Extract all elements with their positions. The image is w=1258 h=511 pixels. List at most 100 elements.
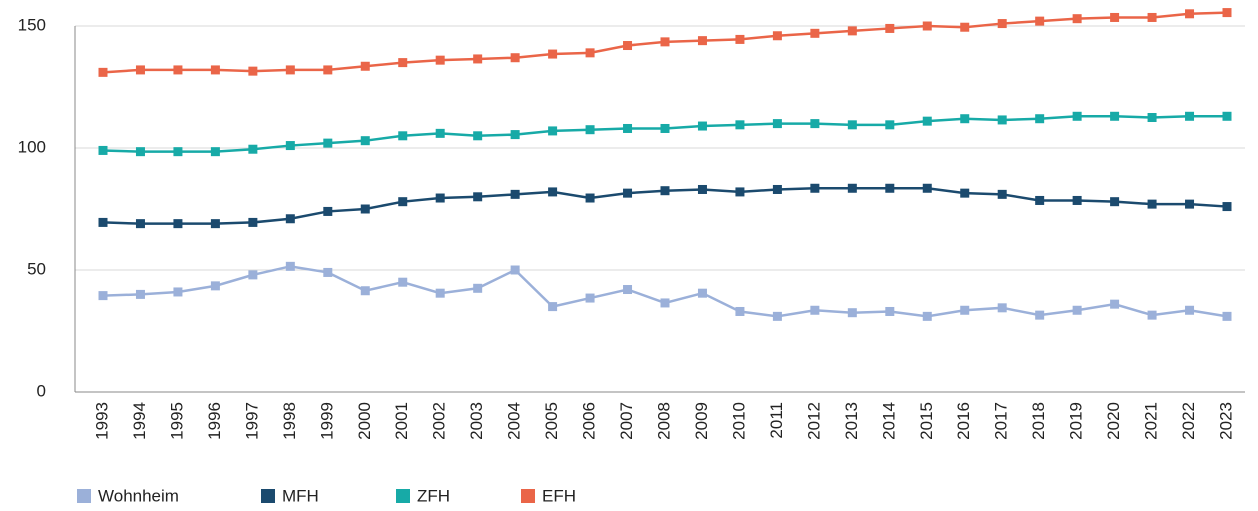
point-marker [1035,195,1045,205]
point-marker [885,306,895,316]
point-marker [585,125,595,135]
point-marker [623,41,633,51]
point-marker [1035,310,1045,320]
legend-swatch [396,489,410,503]
point-marker [360,204,370,214]
point-marker [885,183,895,193]
x-tick-label: 2023 [1216,402,1235,440]
point-marker [510,53,520,63]
point-marker [398,277,408,287]
point-marker [285,141,295,151]
point-marker [323,65,333,75]
x-tick-label: 2002 [430,402,449,440]
x-tick-label: 2008 [654,402,673,440]
point-marker [623,285,633,295]
point-marker [1147,12,1157,22]
point-marker [248,270,258,280]
point-marker [847,26,857,36]
point-marker [510,130,520,140]
x-tick-label: 2013 [842,402,861,440]
point-marker [810,183,820,193]
point-marker [1110,111,1120,121]
point-marker [360,286,370,296]
x-tick-label: 2011 [767,402,786,439]
x-tick-label: 2016 [954,402,973,440]
point-marker [285,214,295,224]
point-marker [248,66,258,76]
point-marker [173,219,183,229]
point-marker [473,283,483,293]
legend-swatch [261,489,275,503]
x-tick-label: 1996 [205,402,224,440]
point-marker [847,308,857,318]
point-marker [772,119,782,129]
point-marker [1072,14,1082,24]
point-marker [1147,199,1157,209]
point-marker [135,65,145,75]
point-marker [360,61,370,71]
point-marker [847,183,857,193]
point-marker [173,287,183,297]
point-marker [435,55,445,65]
point-marker [548,302,558,312]
x-tick-label: 2014 [879,402,898,440]
point-marker [922,183,932,193]
point-marker [960,22,970,32]
y-tick-label: 0 [37,381,46,400]
point-marker [1035,16,1045,26]
y-tick-label: 100 [18,137,46,156]
x-tick-label: 2012 [804,402,823,440]
point-marker [398,58,408,68]
point-marker [1035,114,1045,124]
series-line [102,265,1228,318]
point-marker [1185,111,1195,121]
point-marker [810,305,820,315]
x-tick-label: 1994 [130,402,149,440]
x-tick-label: 1995 [167,402,186,440]
point-marker [1072,305,1082,315]
x-tick-label: 2003 [467,402,486,440]
point-marker [210,65,220,75]
point-marker [285,65,295,75]
point-marker [510,189,520,199]
point-marker [1147,113,1157,122]
point-marker [772,31,782,41]
point-marker [173,147,183,157]
point-marker [660,123,670,133]
point-marker [810,119,820,129]
x-tick-label: 2000 [355,402,374,440]
point-marker [772,184,782,194]
point-marker [997,115,1007,125]
point-marker [735,187,745,197]
y-tick-label: 50 [27,259,46,278]
point-marker [585,193,595,203]
point-marker [285,261,295,271]
x-tick-label: 1997 [242,402,261,440]
point-marker [510,265,520,275]
point-marker [98,217,108,227]
point-marker [660,37,670,47]
legend-label: ZFH [417,486,450,505]
point-marker [248,144,258,154]
point-marker [398,131,408,141]
y-tick-label: 150 [18,15,46,34]
point-marker [1222,111,1232,121]
point-marker [323,206,333,216]
x-tick-label: 2005 [542,402,561,440]
point-marker [1185,9,1195,19]
legend-label: EFH [542,486,576,505]
point-marker [735,306,745,316]
point-marker [623,123,633,133]
point-marker [997,189,1007,199]
point-marker [1185,199,1195,209]
point-marker [735,120,745,130]
point-marker [360,136,370,146]
legend-swatch [77,489,91,503]
point-marker [697,121,707,131]
point-marker [98,67,108,77]
x-tick-label: 2020 [1104,402,1123,440]
point-marker [435,128,445,138]
legend-swatch [521,489,535,503]
point-marker [1110,12,1120,22]
point-marker [960,188,970,198]
